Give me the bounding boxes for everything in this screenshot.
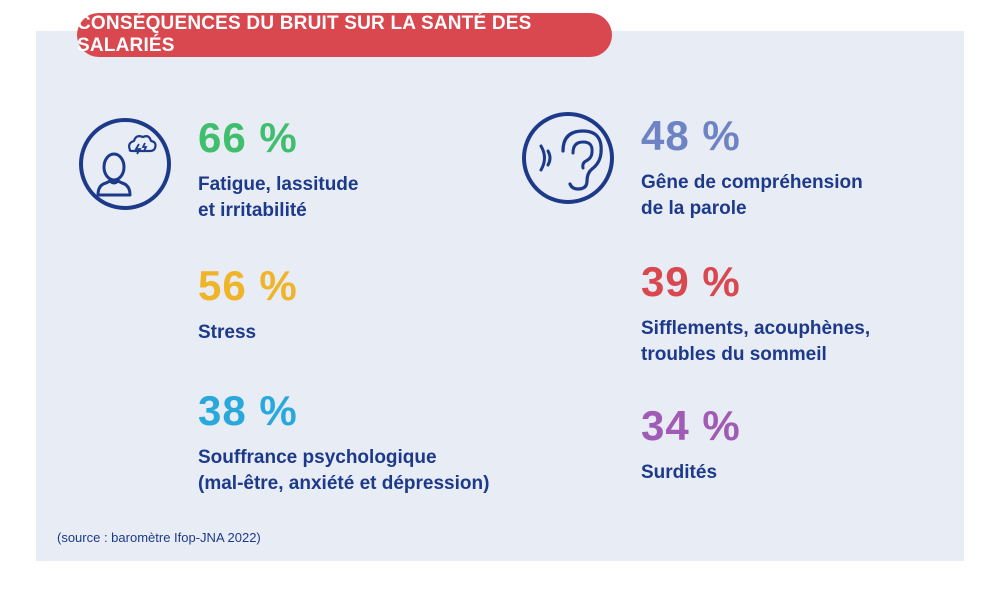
ear-sound-icon [522, 112, 614, 204]
stat-label: Surdités [641, 462, 718, 483]
stat-label: Stress [198, 322, 257, 343]
stat-value: 34 % [641, 402, 741, 449]
stat-value: 39 % [641, 258, 741, 305]
stat-deafness: 34 % Surdités [641, 404, 741, 486]
stat-stress: 56 % Stress [198, 264, 298, 346]
infographic-panel [36, 31, 964, 561]
stat-tinnitus: 39 % Sifflements, acouphènes, troubles d… [641, 260, 870, 368]
stat-label: Souffrance psychologique (mal-être, anxi… [198, 447, 490, 494]
stat-label: Sifflements, acouphènes, troubles du som… [641, 318, 871, 365]
stat-speech-comprehension: 48 % Gêne de compréhension de la parole [641, 114, 863, 222]
stat-label: Gêne de compréhension de la parole [641, 172, 863, 219]
stat-label: Fatigue, lassitude et irritabilité [198, 174, 359, 221]
source-note: (source : baromètre Ifop-JNA 2022) [57, 530, 261, 545]
stat-value: 38 % [198, 387, 298, 434]
infographic-title: CONSÉQUENCES DU BRUIT SUR LA SANTÉ DES S… [77, 13, 612, 57]
stat-value: 66 % [198, 114, 298, 161]
stat-value: 48 % [641, 112, 741, 159]
stressed-person-icon [79, 118, 171, 210]
stat-fatigue: 66 % Fatigue, lassitude et irritabilité [198, 116, 358, 224]
stat-value: 56 % [198, 262, 298, 309]
stat-psychological-suffering: 38 % Souffrance psychologique (mal-être,… [198, 389, 489, 497]
